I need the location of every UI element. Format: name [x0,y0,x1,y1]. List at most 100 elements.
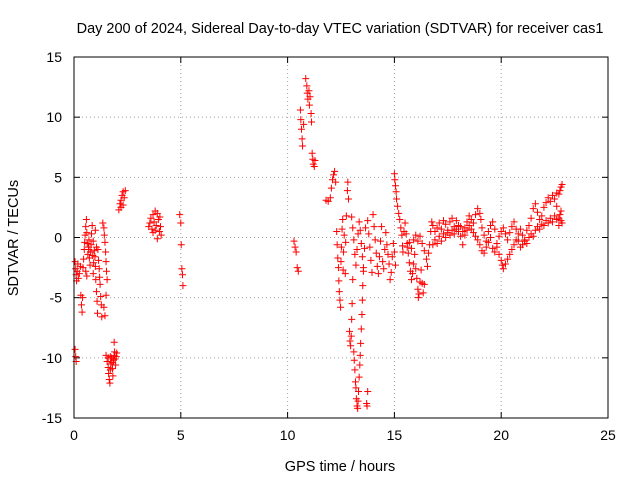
data-point [147,214,155,222]
data-point [551,212,559,220]
data-point [157,223,165,231]
data-point [350,236,358,244]
data-point [177,241,185,249]
data-point [333,227,341,235]
data-series-sdtvar [71,75,566,412]
data-point [548,191,556,199]
data-point [155,227,163,235]
data-point [399,242,407,250]
data-point [357,339,365,347]
axis-ticks: 0 5 10 15 20 25 -15 -10 -5 0 5 10 15 [42,49,616,443]
data-point [102,291,110,299]
data-point [519,231,527,239]
data-point [431,227,439,235]
data-point [417,266,425,274]
data-point [153,235,161,243]
data-point [377,237,385,245]
x-tick-label: 0 [70,427,78,443]
data-point [106,379,114,387]
data-point [86,261,94,269]
data-point [351,250,359,258]
data-point [395,209,403,217]
data-point [89,270,97,278]
data-point [412,231,420,239]
data-point [463,226,471,234]
data-point [498,261,506,269]
data-point [461,231,469,239]
data-point [525,221,533,229]
data-point [425,249,433,257]
data-point [405,259,413,267]
x-axis-label: GPS time / hours [285,459,395,475]
data-point [398,231,406,239]
data-point [389,240,397,248]
data-point [383,241,391,249]
data-point [105,375,113,383]
data-point [357,325,365,333]
data-point [433,240,441,248]
data-point [358,311,366,319]
data-point [501,230,509,238]
data-point [392,188,400,196]
data-point [82,223,90,231]
data-point [495,250,503,258]
data-point [480,231,488,239]
data-point [356,351,364,359]
data-point [546,197,554,205]
data-point [357,240,365,248]
data-point [299,142,307,150]
data-point [459,241,467,249]
data-point [88,221,96,229]
data-point [457,232,465,240]
data-point [531,200,539,208]
data-point [405,238,413,246]
data-point [334,254,342,262]
data-point [102,248,110,256]
data-point [88,230,96,238]
plot-frame [73,56,609,419]
x-tick-label: 20 [493,427,509,443]
data-point [396,215,404,223]
chart-title: Day 200 of 2024, Sidereal Day-to-day VTE… [77,21,604,37]
data-point [480,249,488,257]
data-point [544,194,552,202]
data-point [77,301,85,309]
data-point [382,229,390,237]
grid-lines [74,57,608,418]
data-point [450,230,458,238]
data-point [512,236,520,244]
data-point [332,178,340,186]
data-point [108,365,116,373]
data-point [419,289,427,297]
data-point [110,338,118,346]
data-point [344,178,352,186]
data-point [393,195,401,203]
data-point [555,190,563,198]
data-point [99,219,107,227]
data-point [311,156,319,164]
data-point [506,250,514,258]
data-point [157,231,165,239]
data-point [290,237,298,245]
y-tick-label: -5 [50,290,63,306]
data-point [510,241,518,249]
data-point [92,276,100,284]
data-point [354,397,362,405]
data-point [82,215,90,223]
data-point [91,262,99,270]
data-point [100,231,108,239]
data-point [407,244,415,252]
data-point [364,388,372,396]
data-point [98,313,106,321]
y-tick-label: -15 [42,410,62,426]
data-point [364,217,372,225]
data-point [342,212,350,220]
data-point [534,208,542,216]
data-point [89,237,97,245]
data-point [109,372,117,380]
data-point [403,243,411,251]
data-point [491,248,499,256]
data-point [465,212,473,220]
data-point [337,303,345,311]
data-point [440,217,448,225]
